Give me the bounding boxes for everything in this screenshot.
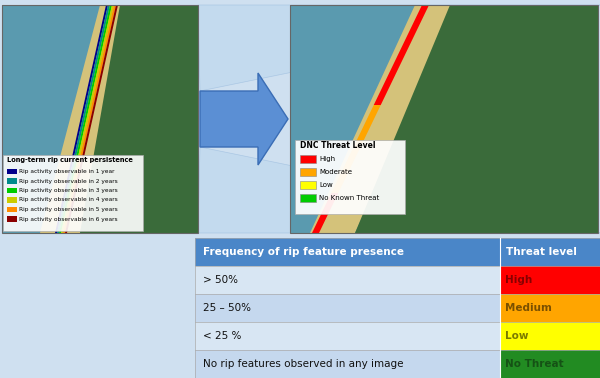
- Text: Threat level: Threat level: [506, 247, 577, 257]
- Bar: [500, 350, 600, 378]
- Polygon shape: [55, 5, 108, 233]
- FancyBboxPatch shape: [3, 155, 143, 231]
- Bar: [195, 266, 500, 294]
- Text: Rip activity observable in 6 years: Rip activity observable in 6 years: [19, 217, 118, 222]
- Polygon shape: [59, 5, 112, 233]
- Text: Rip activity observable in 2 years: Rip activity observable in 2 years: [19, 178, 118, 183]
- Bar: [7, 178, 17, 183]
- Text: No rip features observed in any image: No rip features observed in any image: [203, 359, 404, 369]
- Bar: [290, 5, 598, 233]
- Bar: [500, 266, 600, 294]
- Bar: [7, 169, 17, 174]
- Bar: [7, 197, 17, 203]
- Text: 25 – 50%: 25 – 50%: [203, 303, 251, 313]
- Text: Rip activity observable in 1 year: Rip activity observable in 1 year: [19, 169, 115, 174]
- Polygon shape: [65, 5, 118, 233]
- Bar: [195, 238, 600, 266]
- Polygon shape: [198, 5, 600, 91]
- Text: High: High: [319, 156, 335, 162]
- Text: DNC Threat Level: DNC Threat Level: [300, 141, 376, 150]
- Bar: [195, 294, 500, 322]
- Bar: [300, 155, 316, 163]
- Text: Moderate: Moderate: [319, 169, 352, 175]
- Text: Rip activity observable in 3 years: Rip activity observable in 3 years: [19, 188, 118, 193]
- Polygon shape: [80, 5, 198, 233]
- Text: Rip activity observable in 5 years: Rip activity observable in 5 years: [19, 207, 118, 212]
- Bar: [300, 194, 316, 202]
- Text: Low: Low: [319, 182, 333, 188]
- Bar: [290, 5, 598, 233]
- Polygon shape: [331, 105, 381, 193]
- Bar: [195, 350, 500, 378]
- Polygon shape: [310, 5, 460, 233]
- Text: Rip activity observable in 4 years: Rip activity observable in 4 years: [19, 197, 118, 203]
- Text: Medium: Medium: [505, 303, 552, 313]
- Bar: [500, 294, 600, 322]
- Polygon shape: [57, 5, 110, 233]
- Bar: [300, 181, 316, 189]
- Bar: [2, 5, 198, 233]
- Bar: [7, 187, 17, 193]
- Bar: [195, 322, 500, 350]
- Polygon shape: [61, 5, 114, 233]
- Text: Low: Low: [505, 331, 529, 341]
- Bar: [7, 216, 17, 222]
- Text: Long-term rip current persistence: Long-term rip current persistence: [7, 157, 133, 163]
- Polygon shape: [355, 5, 598, 233]
- Text: > 50%: > 50%: [203, 275, 238, 285]
- Polygon shape: [40, 5, 130, 233]
- Bar: [7, 206, 17, 212]
- Text: No Threat: No Threat: [505, 359, 563, 369]
- Bar: [2, 5, 198, 233]
- Text: < 25 %: < 25 %: [203, 331, 241, 341]
- Polygon shape: [198, 147, 600, 233]
- Bar: [300, 168, 316, 176]
- Polygon shape: [312, 193, 338, 233]
- Bar: [500, 322, 600, 350]
- Text: High: High: [505, 275, 532, 285]
- Polygon shape: [63, 5, 116, 233]
- FancyBboxPatch shape: [295, 140, 405, 214]
- Polygon shape: [374, 5, 429, 105]
- Text: No Known Threat: No Known Threat: [319, 195, 379, 201]
- Polygon shape: [200, 73, 288, 165]
- Text: Frequency of rip feature presence: Frequency of rip feature presence: [203, 247, 404, 257]
